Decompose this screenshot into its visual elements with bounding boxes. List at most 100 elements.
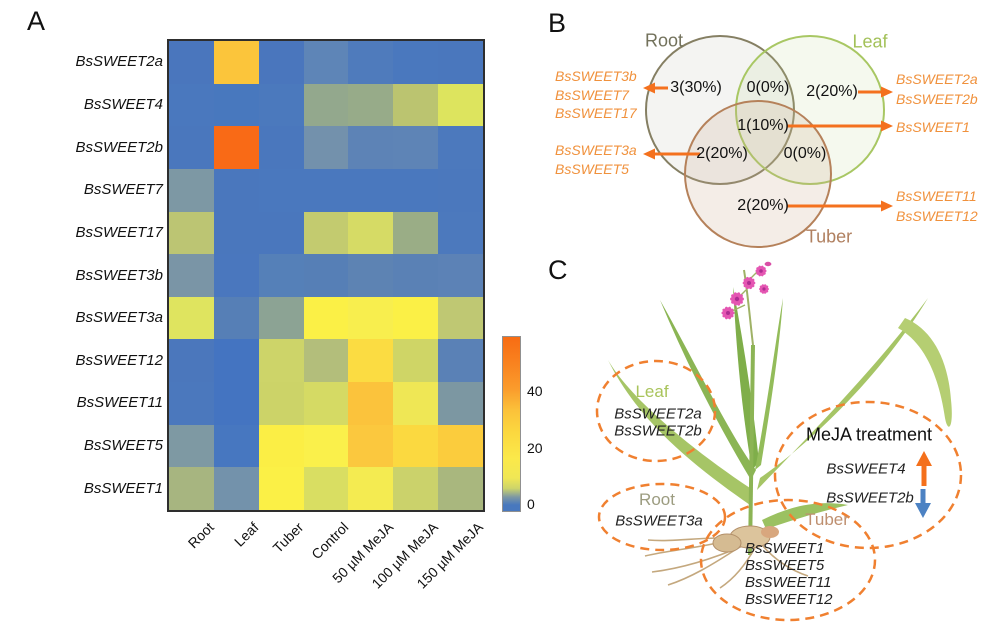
venn-gene-leaf-2: BsSWEET2b <box>896 91 978 107</box>
plant-tuber-bulb-3 <box>761 526 779 538</box>
heatmap-col-label-Tuber: Tuber <box>269 519 307 556</box>
heatmap-cell-BsSWEET5-Tuber <box>258 424 304 468</box>
heatmap-cell-BsSWEET1-150 µM MeJA <box>438 467 483 510</box>
heatmap-cell-BsSWEET5-150 µM MeJA <box>438 424 483 468</box>
heatmap-row-label-BsSWEET4: BsSWEET4 <box>83 95 163 113</box>
plant-tuber-label: Tuber <box>805 510 849 529</box>
plant-leaf-label: Leaf <box>635 382 669 401</box>
heatmap-cell-BsSWEET3a-50 µM MeJA <box>348 296 394 340</box>
heatmap-row-label-BsSWEET3a: BsSWEET3a <box>75 309 163 327</box>
heatmap-cell-BsSWEET2b-Root <box>169 126 214 169</box>
heatmap-row-label-BsSWEET17: BsSWEET17 <box>75 223 163 241</box>
heatmap-cell-BsSWEET3a-Control <box>303 296 349 340</box>
plant-tuber-gene-2: BsSWEET5 <box>745 557 825 574</box>
panel-c-label: C <box>548 255 568 285</box>
plant-flower-bud <box>764 261 772 267</box>
heatmap-cell-BsSWEET3a-Tuber <box>258 296 304 340</box>
heatmap-row-label-BsSWEET2a: BsSWEET2a <box>75 53 163 71</box>
heatmap-col-label-Root: Root <box>184 519 217 552</box>
plant-tuber-gene-1: BsSWEET1 <box>745 540 825 557</box>
heatmap-col-label-Control: Control <box>308 519 352 563</box>
venn-gene-tuber-2: BsSWEET12 <box>896 208 978 224</box>
venn-count-root-only: 3(30%) <box>670 79 722 96</box>
heatmap-cell-BsSWEET3a-150 µM MeJA <box>438 296 483 340</box>
heatmap-cell-BsSWEET1-Control <box>303 467 349 510</box>
heatmap-cell-BsSWEET17-Root <box>169 211 214 255</box>
heatmap-cell-BsSWEET4-150 µM MeJA <box>438 83 483 127</box>
plant-leaf-gene-2: BsSWEET2b <box>614 422 702 440</box>
venn-gene-root-tuber-1: BsSWEET3a <box>555 142 637 158</box>
heatmap-cell-BsSWEET11-Tuber <box>258 382 304 425</box>
heatmap-cell-BsSWEET2b-Control <box>303 126 349 169</box>
heatmap-cell-BsSWEET2b-50 µM MeJA <box>348 126 394 169</box>
arrow-root-tuber-head <box>643 148 655 160</box>
heatmap-cell-BsSWEET17-Control <box>303 211 349 255</box>
meja-treatment-label: MeJA treatment <box>805 424 933 445</box>
heatmap-cell-BsSWEET12-Tuber <box>258 339 304 383</box>
plant-leaf-center-right <box>755 298 783 470</box>
heatmap-cell-BsSWEET3b-Tuber <box>258 254 304 297</box>
venn-count-tuber-only: 2(20%) <box>737 197 789 214</box>
heatmap-cell-BsSWEET2a-50 µM MeJA <box>348 41 394 84</box>
heatmap-cell-BsSWEET2b-100 µM MeJA <box>393 126 439 169</box>
heatmap-cell-BsSWEET4-Leaf <box>213 83 259 127</box>
heatmap-cell-BsSWEET4-50 µM MeJA <box>348 83 394 127</box>
heatmap-cell-BsSWEET2b-Tuber <box>258 126 304 169</box>
heatmap-cell-BsSWEET3b-Control <box>303 254 349 297</box>
venn-gene-root-3: BsSWEET17 <box>555 105 637 121</box>
heatmap-cell-BsSWEET7-Root <box>169 168 214 212</box>
heatmap-row-label-BsSWEET3b: BsSWEET3b <box>75 266 163 284</box>
arrow-tuber-only-head <box>881 200 893 212</box>
heatmap-cell-BsSWEET17-Tuber <box>258 211 304 255</box>
heatmap-cell-BsSWEET4-Control <box>303 83 349 127</box>
heatmap-cell-BsSWEET5-Root <box>169 424 214 468</box>
plant-pedicels <box>729 271 758 313</box>
heatmap-cell-BsSWEET7-Control <box>303 168 349 212</box>
venn-label-leaf: Leaf <box>852 31 888 52</box>
heatmap-cell-BsSWEET11-100 µM MeJA <box>393 382 439 425</box>
heatmap-cell-BsSWEET2a-Root <box>169 41 214 84</box>
panel-b-label: B <box>548 8 567 38</box>
heatmap-cell-BsSWEET1-50 µM MeJA <box>348 467 394 510</box>
heatmap-cell-BsSWEET7-Leaf <box>213 168 259 212</box>
heatmap-cell-BsSWEET3b-50 µM MeJA <box>348 254 394 297</box>
colorbar-tick-0: 0 <box>527 496 535 512</box>
heatmap-cell-BsSWEET5-100 µM MeJA <box>393 424 439 468</box>
plant-leaf-gene-1: BsSWEET2a <box>614 405 702 423</box>
heatmap-cell-BsSWEET3a-Root <box>169 296 214 340</box>
heatmap-cell-BsSWEET2b-150 µM MeJA <box>438 126 483 169</box>
heatmap-cell-BsSWEET4-Root <box>169 83 214 127</box>
plant-leaf-left-mid <box>660 300 756 480</box>
heatmap-cell-BsSWEET3a-Leaf <box>213 296 259 340</box>
colorbar-tick-40: 40 <box>527 383 543 399</box>
heatmap-cell-BsSWEET2b-Leaf <box>213 126 259 169</box>
heatmap-cell-BsSWEET11-150 µM MeJA <box>438 382 483 425</box>
heatmap-row-label-BsSWEET1: BsSWEET1 <box>83 479 163 497</box>
venn-gene-center: BsSWEET1 <box>896 119 970 135</box>
heatmap-cell-BsSWEET7-150 µM MeJA <box>438 168 483 212</box>
heatmap-cell-BsSWEET11-50 µM MeJA <box>348 382 394 425</box>
heatmap-cell-BsSWEET17-150 µM MeJA <box>438 211 483 255</box>
plant-flower-stalk <box>743 269 754 346</box>
heatmap <box>167 39 485 512</box>
heatmap-cell-BsSWEET2a-150 µM MeJA <box>438 41 483 84</box>
heatmap-cell-BsSWEET17-Leaf <box>213 211 259 255</box>
plant-stem <box>748 344 755 556</box>
heatmap-row-label-BsSWEET11: BsSWEET11 <box>76 394 163 412</box>
meja-gene-down: BsSWEET2b <box>826 489 914 507</box>
heatmap-cell-BsSWEET12-150 µM MeJA <box>438 339 483 383</box>
heatmap-row-label-BsSWEET2b: BsSWEET2b <box>75 138 163 156</box>
venn-count-root-leaf: 0(0%) <box>746 79 790 96</box>
plant-leaf-center-left <box>733 287 759 470</box>
venn-arrows <box>643 82 893 212</box>
heatmap-cell-BsSWEET7-100 µM MeJA <box>393 168 439 212</box>
heatmap-cell-BsSWEET11-Root <box>169 382 214 425</box>
heatmap-row-label-BsSWEET12: BsSWEET12 <box>75 351 163 369</box>
heatmap-cell-BsSWEET12-50 µM MeJA <box>348 339 394 383</box>
heatmap-cell-BsSWEET7-50 µM MeJA <box>348 168 394 212</box>
heatmap-cell-BsSWEET1-Root <box>169 467 214 510</box>
heatmap-cell-BsSWEET4-100 µM MeJA <box>393 83 439 127</box>
heatmap-cell-BsSWEET2a-Tuber <box>258 41 304 84</box>
heatmap-cell-BsSWEET1-100 µM MeJA <box>393 467 439 510</box>
